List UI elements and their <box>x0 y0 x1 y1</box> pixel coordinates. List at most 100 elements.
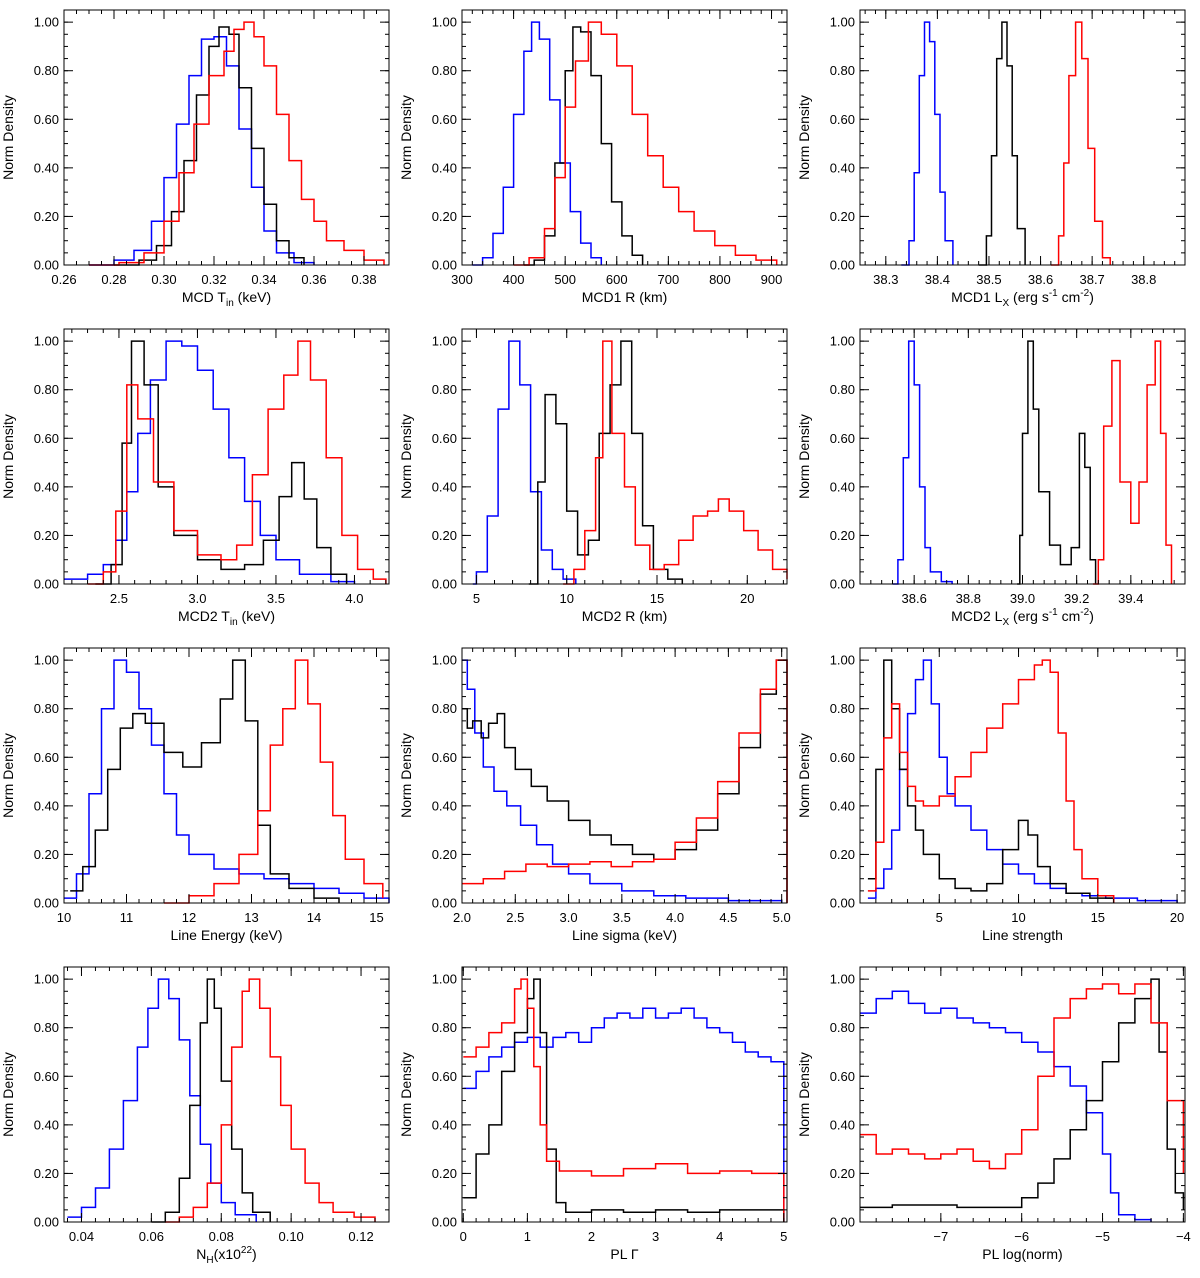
x-axis-label: MCD1 LX (erg s-1 cm-2) <box>951 288 1094 309</box>
series-blue-line <box>901 21 954 266</box>
y-tick-label: 0.60 <box>34 431 59 446</box>
y-tick-label: 0.20 <box>830 847 855 862</box>
y-tick-label: 0.00 <box>830 1215 855 1230</box>
x-tick-label: 10 <box>57 910 71 925</box>
plot-frame <box>63 647 390 904</box>
x-tick-label: 4.5 <box>719 910 737 925</box>
series-red-line <box>867 659 1115 903</box>
series-blue-line <box>89 35 315 266</box>
x-tick-label: 0.34 <box>251 272 276 287</box>
y-tick-label: 1.00 <box>34 972 59 987</box>
x-tick-label: 10 <box>559 591 573 606</box>
x-tick-label: 20 <box>1170 910 1184 925</box>
chart-panel-5: 5 10 15 20 0.00 0.20 0.40 0.60 0.80 1.00 Norm Dens… <box>398 328 788 624</box>
series-red-line <box>563 340 788 585</box>
y-tick-label: 0.80 <box>432 701 457 716</box>
x-tick-label: 38.7 <box>1079 272 1104 287</box>
x-tick-label: 0 <box>460 1229 467 1244</box>
x-tick-label: 600 <box>606 272 628 287</box>
plot-frame <box>63 328 390 585</box>
plot-frame <box>461 647 788 904</box>
x-axis-label-part: (erg s <box>1009 608 1049 624</box>
x-tick-label: 38.8 <box>1131 272 1156 287</box>
x-axis-label-part: MCD2 R (km) <box>582 608 668 624</box>
series-red-line <box>1092 340 1173 585</box>
series-black-line <box>462 659 788 903</box>
x-axis-label-part: ) <box>1089 289 1094 305</box>
x-axis-label-part: PL Γ <box>610 1246 638 1262</box>
y-tick-label: 1.00 <box>830 334 855 349</box>
y-tick-label: 0.00 <box>34 258 59 273</box>
y-tick-label: 1.00 <box>432 653 457 668</box>
y-tick-label: 0.20 <box>432 209 457 224</box>
series-black-line <box>528 340 684 585</box>
y-tick-label: 1.00 <box>830 653 855 668</box>
series-blue-line <box>892 340 953 585</box>
y-tick-label: 0.20 <box>432 1166 457 1181</box>
x-tick-label: 4.0 <box>345 591 363 606</box>
y-tick-label: 0.40 <box>432 479 457 494</box>
x-axis-label-part: (erg s <box>1009 289 1049 305</box>
y-tick-label: 0.40 <box>432 1117 457 1132</box>
chart-panel-9: 5 10 15 20 0.00 0.20 0.40 0.60 0.80 1.00 Norm Dens… <box>796 647 1186 943</box>
series-red-line <box>513 21 778 266</box>
plot-frame <box>859 9 1186 266</box>
plot-frame <box>461 328 788 585</box>
y-tick-label: 0.40 <box>34 479 59 494</box>
series-black-line <box>978 21 1026 266</box>
plot-frame <box>461 966 788 1223</box>
x-tick-label: 500 <box>554 272 576 287</box>
x-tick-label: 4 <box>716 1229 723 1244</box>
series-red-line <box>463 978 785 1222</box>
y-tick-label: 0.40 <box>830 1117 855 1132</box>
series-red-line <box>89 21 385 266</box>
x-axis-label: MCD2 Tin (keV) <box>178 608 275 628</box>
series-black-line <box>867 659 1115 903</box>
x-tick-label: 0.08 <box>209 1229 234 1244</box>
x-tick-label: 39.2 <box>1064 591 1089 606</box>
x-tick-label: 11 <box>120 910 134 925</box>
series-blue-line <box>67 978 257 1222</box>
x-tick-label: 39.4 <box>1118 591 1143 606</box>
x-tick-label: −5 <box>1095 1229 1110 1244</box>
y-tick-label: 0.20 <box>432 528 457 543</box>
x-tick-label: 300 <box>451 272 473 287</box>
plot-frame <box>63 966 390 1223</box>
y-tick-label: 1.00 <box>34 334 59 349</box>
series-red-line <box>860 983 1185 1174</box>
y-axis-label: Norm Density <box>398 733 414 818</box>
y-axis-label: Norm Density <box>398 95 414 180</box>
series-red-line <box>1050 21 1111 266</box>
x-axis-label: Line sigma (keV) <box>572 927 677 943</box>
x-axis-label-part: cm <box>1058 289 1081 305</box>
y-tick-label: 0.40 <box>830 479 855 494</box>
y-tick-label: 0.20 <box>830 209 855 224</box>
x-tick-label: 900 <box>761 272 783 287</box>
x-axis-label-part: in <box>230 617 238 628</box>
series-black-line <box>1017 340 1097 585</box>
y-tick-label: 0.20 <box>34 1166 59 1181</box>
series-blue-line <box>462 659 783 903</box>
y-tick-label: 0.60 <box>830 1069 855 1084</box>
series-red-line <box>462 659 788 903</box>
chart-panel-1: 0.26 0.28 0.30 0.32 0.34 0.36 0.38 0.00 0.20 0.40… <box>0 9 390 309</box>
y-tick-label: 0.80 <box>432 382 457 397</box>
y-tick-label: 0.60 <box>34 1069 59 1084</box>
x-axis-label-part: -2 <box>1080 607 1089 618</box>
x-tick-label: 2 <box>588 1229 595 1244</box>
x-tick-label: 38.4 <box>925 272 950 287</box>
x-tick-label: 0.38 <box>351 272 376 287</box>
y-tick-label: 0.80 <box>432 63 457 78</box>
series-blue-line <box>463 1007 785 1222</box>
x-tick-label: 5 <box>473 591 480 606</box>
x-axis-label-part: ) <box>252 1246 257 1262</box>
x-tick-label: 3.5 <box>613 910 631 925</box>
x-tick-label: 15 <box>650 591 664 606</box>
y-tick-label: 1.00 <box>432 972 457 987</box>
y-tick-label: 1.00 <box>432 334 457 349</box>
x-tick-label: −7 <box>933 1229 948 1244</box>
x-axis-label-part: X <box>1002 617 1009 628</box>
x-tick-label: −6 <box>1014 1229 1029 1244</box>
x-tick-label: 1 <box>524 1229 531 1244</box>
